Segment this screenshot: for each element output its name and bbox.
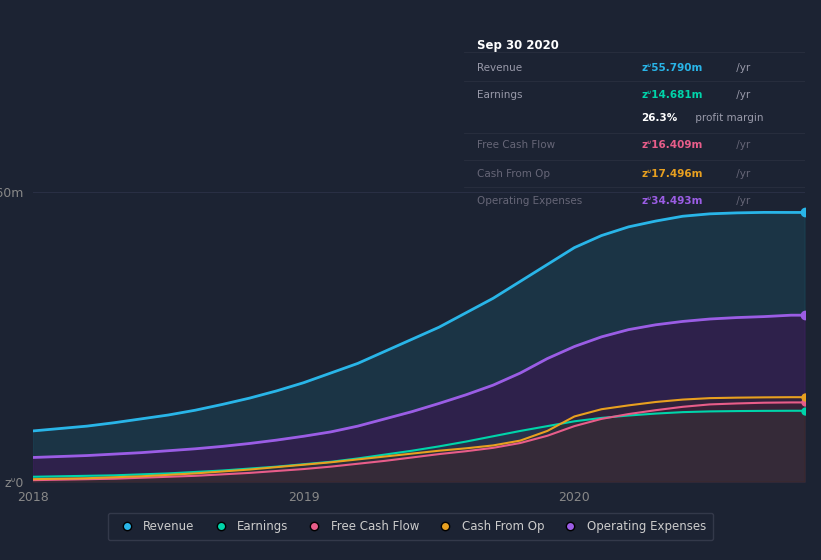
Text: zᐡ16.409m: zᐡ16.409m: [641, 140, 703, 150]
Text: Earnings: Earnings: [478, 90, 523, 100]
Text: /yr: /yr: [733, 140, 750, 150]
Text: /yr: /yr: [733, 196, 750, 206]
Text: zᐡ17.496m: zᐡ17.496m: [641, 169, 703, 179]
Text: Cash From Op: Cash From Op: [478, 169, 551, 179]
Text: Revenue: Revenue: [478, 63, 523, 73]
Text: Sep 30 2020: Sep 30 2020: [478, 39, 559, 52]
Text: profit margin: profit margin: [692, 113, 764, 123]
Text: zᐡ55.790m: zᐡ55.790m: [641, 63, 703, 73]
Text: zᐡ34.493m: zᐡ34.493m: [641, 196, 703, 206]
Text: 26.3%: 26.3%: [641, 113, 677, 123]
Text: /yr: /yr: [733, 90, 750, 100]
Legend: Revenue, Earnings, Free Cash Flow, Cash From Op, Operating Expenses: Revenue, Earnings, Free Cash Flow, Cash …: [108, 513, 713, 540]
Text: /yr: /yr: [733, 169, 750, 179]
Text: /yr: /yr: [733, 63, 750, 73]
Text: Operating Expenses: Operating Expenses: [478, 196, 583, 206]
Text: Free Cash Flow: Free Cash Flow: [478, 140, 556, 150]
Text: zᐡ14.681m: zᐡ14.681m: [641, 90, 703, 100]
